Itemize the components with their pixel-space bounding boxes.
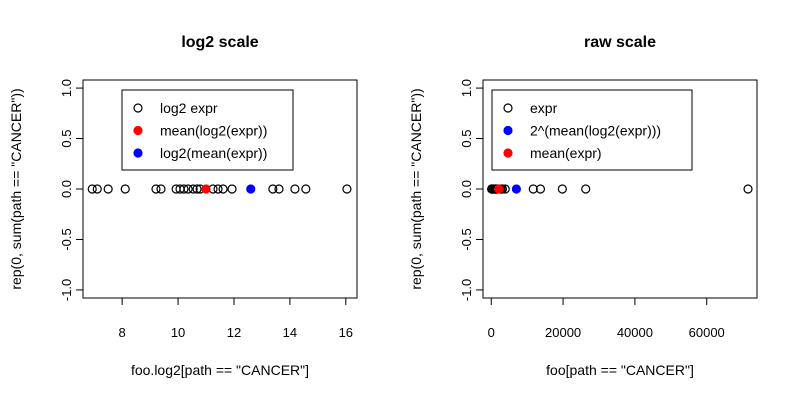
data-point bbox=[103, 184, 113, 194]
y-tick-label: 0.5 bbox=[59, 129, 74, 147]
data-point bbox=[557, 184, 567, 194]
data-point bbox=[87, 184, 97, 194]
x-tick-label: 14 bbox=[283, 325, 297, 340]
mean-point bbox=[201, 184, 211, 194]
legend-label: log2 expr bbox=[160, 100, 218, 116]
legend-label: 2^(mean(log2(expr))) bbox=[530, 123, 661, 139]
y-tick-label: -1.0 bbox=[59, 279, 74, 301]
data-point bbox=[268, 184, 278, 194]
data-point bbox=[290, 184, 300, 194]
legend-marker bbox=[503, 125, 513, 136]
data-point bbox=[213, 184, 223, 194]
data-point bbox=[227, 184, 237, 194]
legend-label: log2(mean(expr)) bbox=[160, 145, 267, 161]
panel-1: raw scale 0 20000 40000 60000 -1.0 -0.5 0.0 0.5 1… bbox=[408, 34, 758, 378]
panel-0: log2 scale 8 10 12 14 16 -1.0 -0.5 0.0 0.5 1.0 foo.… bbox=[8, 34, 358, 378]
data-point bbox=[274, 184, 284, 194]
x-tick-label: 10 bbox=[171, 325, 185, 340]
legend-label: mean(log2(expr)) bbox=[160, 123, 267, 139]
legend-marker bbox=[503, 103, 513, 113]
legend-box bbox=[121, 89, 294, 171]
data-point bbox=[528, 184, 538, 194]
x-tick-label: 40000 bbox=[617, 325, 653, 340]
data-point bbox=[301, 184, 311, 194]
data-point bbox=[218, 184, 228, 194]
chart-title: log2 scale bbox=[181, 34, 258, 51]
data-point bbox=[188, 184, 198, 194]
x-axis-label: foo.log2[path == "CANCER"] bbox=[131, 362, 309, 378]
y-tick-label: -0.5 bbox=[59, 228, 74, 250]
data-point bbox=[92, 184, 102, 194]
data-point bbox=[183, 184, 193, 194]
y-tick-label: -1.0 bbox=[459, 279, 474, 301]
mean-point bbox=[494, 184, 504, 194]
data-point bbox=[342, 184, 352, 194]
y-tick-label: 0.0 bbox=[459, 180, 474, 198]
y-tick-label: 1.0 bbox=[59, 79, 74, 97]
chart-title: raw scale bbox=[584, 34, 656, 51]
data-point bbox=[581, 184, 591, 194]
y-tick-label: 0.0 bbox=[59, 180, 74, 198]
mean-point bbox=[511, 184, 521, 194]
y-axis-label: rep(0, sum(path == "CANCER")) bbox=[8, 88, 24, 289]
x-tick-label: 12 bbox=[227, 325, 241, 340]
legend: log2 expr mean(log2(expr)) log2(mean(expr)… bbox=[121, 89, 294, 171]
legend-marker bbox=[133, 148, 143, 158]
x-tick-label: 16 bbox=[339, 325, 353, 340]
x-tick-label: 60000 bbox=[689, 325, 725, 340]
x-tick-label: 8 bbox=[119, 325, 126, 340]
y-axis-label: rep(0, sum(path == "CANCER")) bbox=[408, 88, 424, 289]
data-point bbox=[192, 184, 202, 194]
data-point bbox=[156, 184, 166, 194]
y-tick-label: -0.5 bbox=[459, 228, 474, 250]
legend-label: mean(expr) bbox=[530, 145, 602, 161]
data-point bbox=[179, 184, 189, 194]
y-tick-label: 1.0 bbox=[459, 79, 474, 97]
data-point bbox=[535, 184, 546, 194]
data-point bbox=[743, 184, 753, 194]
legend: expr 2^(mean(log2(expr))) mean(expr) bbox=[491, 89, 693, 171]
legend-box bbox=[491, 89, 693, 171]
legend-marker bbox=[133, 125, 143, 136]
x-tick-label: 0 bbox=[488, 325, 495, 340]
data-point bbox=[120, 184, 130, 194]
data-point bbox=[151, 184, 161, 194]
legend-marker bbox=[503, 148, 513, 158]
mean-point bbox=[246, 184, 256, 194]
x-tick-label: 20000 bbox=[545, 325, 581, 340]
legend-marker bbox=[133, 103, 143, 113]
x-axis-label: foo[path == "CANCER"] bbox=[546, 362, 694, 378]
y-tick-label: 0.5 bbox=[459, 129, 474, 147]
legend-label: expr bbox=[530, 100, 558, 116]
